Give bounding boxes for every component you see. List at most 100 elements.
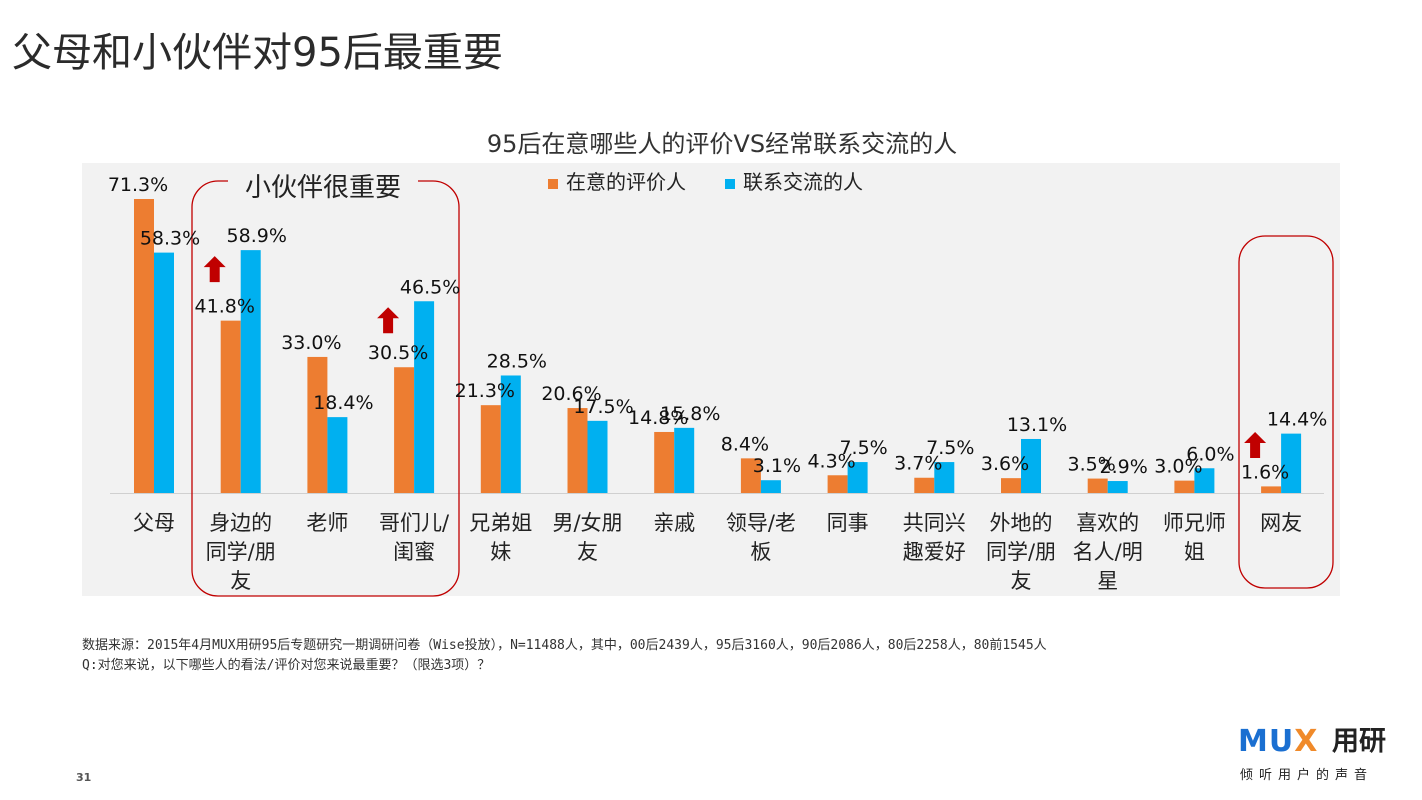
page-title: 父母和小伙伴对95后最重要	[12, 30, 503, 76]
data-label-series2: 6.0%	[1186, 443, 1234, 465]
data-label-series1: 71.3%	[108, 174, 168, 196]
legend-label-series2: 联系交流的人	[743, 170, 863, 194]
up-arrow-icon	[203, 256, 226, 283]
data-label-series1: 21.3%	[455, 380, 515, 402]
data-label-series1: 3.0%	[1154, 456, 1202, 478]
bar-series1	[654, 431, 675, 493]
bar-series1	[567, 408, 588, 493]
bar-series2	[587, 420, 608, 493]
category-label: 名人/明	[1073, 540, 1143, 564]
group-label-bg	[228, 170, 418, 200]
data-label-series1: 33.0%	[281, 332, 341, 354]
up-arrow-icon	[377, 307, 400, 334]
data-label-series2: 7.5%	[839, 437, 887, 459]
bar-series2	[934, 462, 955, 493]
mux-logo: MUX 用研 倾听用户的声音	[1238, 726, 1398, 786]
data-label-series1: 41.8%	[195, 296, 255, 318]
page-number: 31	[76, 771, 92, 784]
bar-series1	[1174, 480, 1195, 493]
category-label: 闺蜜	[393, 540, 435, 564]
bar-series2	[1281, 433, 1302, 493]
category-label: 友	[1011, 569, 1032, 593]
bar-series2	[674, 427, 695, 493]
data-label-series2: 28.5%	[487, 350, 547, 372]
legend-swatch-series1	[548, 179, 558, 189]
bar-series2	[500, 375, 521, 493]
bar-series1	[220, 320, 241, 493]
category-label: 兄弟姐	[469, 511, 532, 535]
chart-title: 95后在意哪些人的评价VS经常联系交流的人	[487, 130, 957, 158]
data-label-series1: 3.5%	[1068, 454, 1116, 476]
bar-series1	[1087, 478, 1108, 493]
data-label-series1: 1.6%	[1241, 461, 1289, 483]
category-label: 男/女朋	[552, 511, 622, 535]
category-label: 妹	[490, 540, 511, 564]
bar-series1	[827, 475, 848, 493]
data-label-series1: 30.5%	[368, 342, 428, 364]
category-label: 共同兴	[903, 511, 966, 535]
data-label-series2: 7.5%	[926, 437, 974, 459]
logo-name: 用研	[1332, 726, 1386, 757]
data-label-series1: 20.6%	[541, 383, 601, 405]
bar-series2	[1194, 468, 1215, 493]
data-label-series2: 2.9%	[1100, 456, 1148, 478]
category-label: 同学/朋	[206, 540, 276, 564]
survey-question-note: Q:对您来说，以下哪些人的看法/评价对您来说最重要？（限选3项）？	[82, 658, 491, 673]
category-label: 外地的	[990, 511, 1053, 535]
category-label: 板	[750, 540, 771, 564]
data-label-series1: 14.8%	[628, 407, 688, 429]
logo-mark-x: X	[1294, 724, 1319, 759]
bar-series1	[1261, 486, 1282, 493]
data-label-series1: 8.4%	[721, 433, 769, 455]
bar-series2	[327, 417, 348, 493]
logo-mark: MUX	[1238, 726, 1318, 758]
bar-series1	[480, 405, 501, 493]
data-label-series1: 3.7%	[894, 453, 942, 475]
data-label-series2: 13.1%	[1007, 414, 1067, 436]
data-label-series2: 58.3%	[140, 228, 200, 250]
bar-series2	[414, 301, 435, 493]
data-label-series2: 58.9%	[227, 225, 287, 247]
category-label: 父母	[133, 511, 175, 535]
data-label-series1: 4.3%	[807, 450, 855, 472]
category-label: 身边的	[209, 511, 272, 535]
bar-series1	[1001, 478, 1021, 493]
data-label-series2: 18.4%	[313, 392, 373, 414]
category-label: 趣爱好	[903, 540, 966, 564]
category-label: 友	[230, 569, 251, 593]
bar-series1	[914, 477, 935, 493]
category-label: 老师	[306, 511, 348, 535]
bar-series2	[240, 250, 261, 493]
bar-series1	[740, 458, 761, 493]
bar-series2	[1021, 438, 1041, 493]
bar-series1	[307, 356, 328, 493]
bar-series1	[394, 367, 415, 493]
highlight-box-netfriends	[1238, 235, 1334, 589]
category-label: 师兄师	[1163, 511, 1226, 535]
bar-series2	[847, 462, 868, 493]
category-label: 友	[577, 540, 598, 564]
legend-label-series1: 在意的评价人	[566, 170, 686, 194]
bar-series2	[760, 480, 781, 493]
bar-series2	[154, 252, 174, 493]
legend-swatch-series2	[725, 179, 735, 189]
up-arrow-icon	[1244, 432, 1267, 458]
category-label: 同事	[827, 511, 869, 535]
data-source-note: 数据来源：2015年4月MUX用研95后专题研究一期调研问卷（Wise投放），N…	[82, 638, 1047, 653]
group-label: 小伙伴很重要	[245, 173, 401, 203]
category-label: 网友	[1260, 511, 1302, 535]
data-label-series1: 3.6%	[981, 453, 1029, 475]
category-label: 同学/朋	[986, 540, 1056, 564]
category-label: 哥们儿/	[379, 511, 450, 535]
plot-area	[82, 163, 1340, 596]
data-label-series2: 14.4%	[1267, 409, 1327, 431]
category-label: 亲戚	[653, 511, 695, 535]
category-label: 星	[1097, 569, 1118, 593]
category-label: 领导/老	[726, 511, 796, 535]
logo-mark-mu: MU	[1238, 724, 1295, 759]
data-label-series2: 46.5%	[400, 276, 460, 298]
data-label-series2: 15.8%	[660, 403, 720, 425]
category-label: 喜欢的	[1076, 511, 1139, 535]
